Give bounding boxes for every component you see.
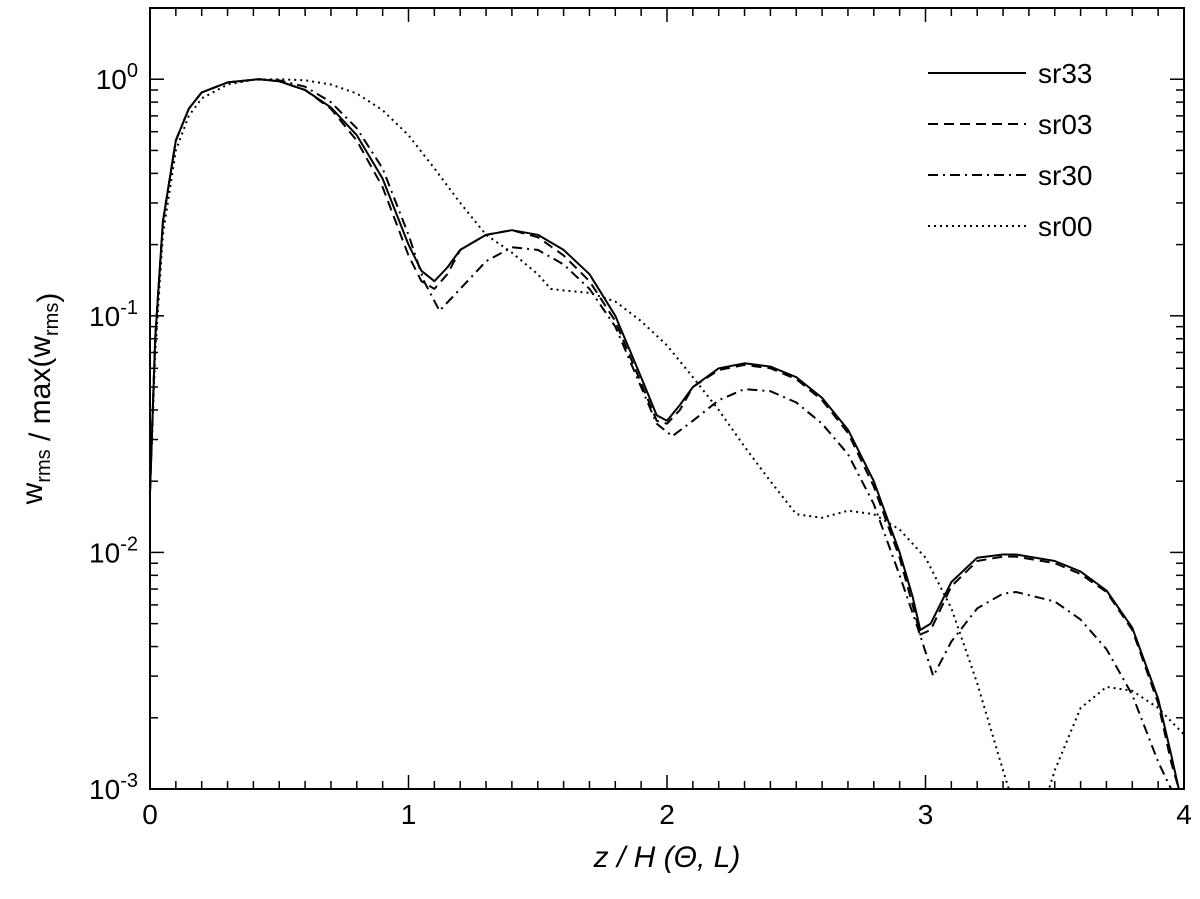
y-tick-label: 10-1 (89, 297, 138, 332)
y-tick-label: 10-3 (89, 770, 138, 805)
legend-label: sr33 (1038, 58, 1092, 89)
x-tick-label: 2 (659, 799, 675, 830)
y-tick-label: 10-2 (89, 533, 138, 568)
y-tick-label: 100 (96, 60, 138, 95)
x-tick-label: 0 (142, 799, 158, 830)
x-tick-label: 4 (1176, 799, 1192, 830)
series-line-sr33 (150, 78, 1180, 789)
legend-label: sr03 (1038, 109, 1092, 140)
axis-ticks (149, 7, 1185, 790)
series-layer (150, 78, 1184, 789)
tick-labels: 0 1 2 3 4 10-3 10-2 10-1 100 (89, 60, 1192, 830)
legend-label: sr30 (1038, 160, 1092, 191)
series-line-sr00 (150, 78, 1184, 789)
series-line-sr30 (150, 78, 1173, 789)
x-tick-label: 1 (401, 799, 417, 830)
plot-frame (149, 7, 1185, 790)
y-axis-label: wrms / max(wrms) (16, 293, 65, 506)
x-axis-label: z / H (Θ, L) (593, 841, 741, 874)
axis-labels: z / H (Θ, L) wrms / max(wrms) (16, 293, 740, 874)
x-tick-label: 3 (918, 799, 934, 830)
legend: sr33 sr03 sr30 sr00 (928, 58, 1092, 242)
legend-label: sr00 (1038, 211, 1092, 242)
series-line-sr03 (150, 78, 1180, 789)
